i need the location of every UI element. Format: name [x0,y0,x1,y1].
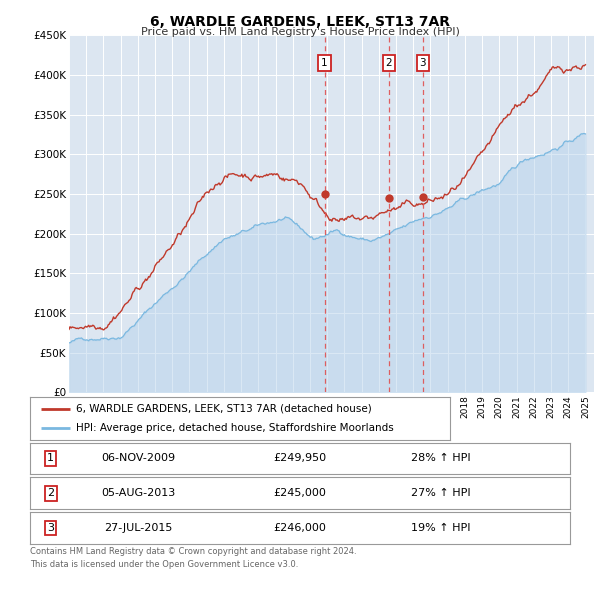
Text: 6, WARDLE GARDENS, LEEK, ST13 7AR: 6, WARDLE GARDENS, LEEK, ST13 7AR [150,15,450,29]
Text: 06-NOV-2009: 06-NOV-2009 [101,454,175,463]
Text: £245,000: £245,000 [274,489,326,498]
Text: 27-JUL-2015: 27-JUL-2015 [104,523,172,533]
Text: Contains HM Land Registry data © Crown copyright and database right 2024.: Contains HM Land Registry data © Crown c… [30,547,356,556]
Text: 27% ↑ HPI: 27% ↑ HPI [410,489,470,498]
Text: 28% ↑ HPI: 28% ↑ HPI [410,454,470,463]
Text: 2: 2 [47,489,54,498]
Text: 1: 1 [47,454,54,463]
Text: 3: 3 [419,58,426,68]
Text: £249,950: £249,950 [274,454,326,463]
Text: HPI: Average price, detached house, Staffordshire Moorlands: HPI: Average price, detached house, Staf… [76,423,394,433]
Text: This data is licensed under the Open Government Licence v3.0.: This data is licensed under the Open Gov… [30,560,298,569]
Text: 19% ↑ HPI: 19% ↑ HPI [410,523,470,533]
Text: 3: 3 [47,523,54,533]
Text: 2: 2 [386,58,392,68]
Text: 6, WARDLE GARDENS, LEEK, ST13 7AR (detached house): 6, WARDLE GARDENS, LEEK, ST13 7AR (detac… [76,404,372,414]
Text: £246,000: £246,000 [274,523,326,533]
Text: 05-AUG-2013: 05-AUG-2013 [101,489,175,498]
Text: 1: 1 [322,58,328,68]
Text: Price paid vs. HM Land Registry's House Price Index (HPI): Price paid vs. HM Land Registry's House … [140,27,460,37]
